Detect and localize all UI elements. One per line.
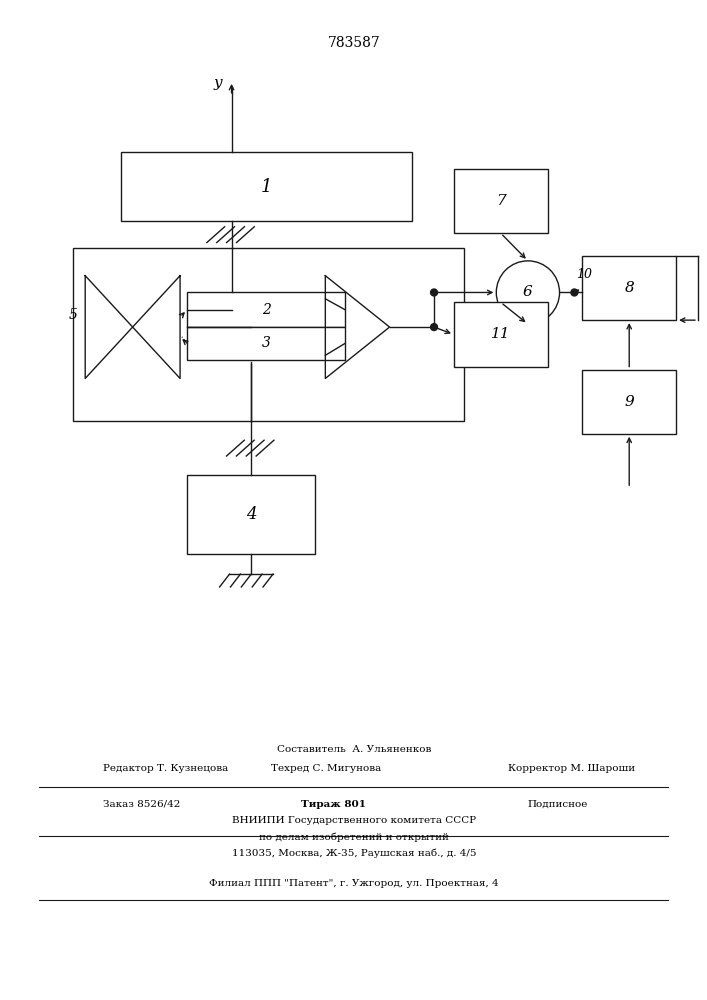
Text: 9: 9 (624, 395, 634, 409)
Bar (454, 302, 548, 367)
Text: 7: 7 (496, 194, 506, 208)
Text: Подписное: Подписное (528, 800, 588, 809)
Text: по делам изобретений и открытий: по делам изобретений и открытий (259, 832, 449, 842)
Text: Редактор Т. Кузнецова: Редактор Т. Кузнецова (103, 764, 228, 773)
Text: 8: 8 (624, 281, 634, 295)
Text: Составитель  А. Ульяненков: Составитель А. Ульяненков (277, 745, 431, 754)
Text: 783587: 783587 (327, 36, 380, 50)
Text: Корректор М. Шароши: Корректор М. Шароши (508, 764, 636, 773)
Circle shape (431, 324, 438, 331)
Text: 6: 6 (523, 285, 533, 299)
Text: 113035, Москва, Ж-35, Раушская наб., д. 4/5: 113035, Москва, Ж-35, Раушская наб., д. … (232, 848, 477, 858)
Text: 10: 10 (576, 268, 592, 281)
Text: 11: 11 (491, 327, 510, 341)
Text: y: y (214, 76, 222, 90)
Text: ВНИИПИ Государственного комитета СССР: ВНИИПИ Государственного комитета СССР (232, 816, 476, 825)
Text: Техред С. Мигунова: Техред С. Мигунова (271, 764, 381, 773)
Text: Тираж 801: Тираж 801 (300, 800, 366, 809)
Bar (74, 248, 464, 421)
Circle shape (571, 289, 578, 296)
Bar (187, 327, 345, 360)
Circle shape (496, 261, 559, 324)
Text: 3: 3 (262, 336, 271, 350)
Text: 5: 5 (69, 308, 77, 322)
Bar (121, 152, 412, 221)
Circle shape (431, 289, 438, 296)
Bar (187, 475, 315, 554)
Bar (583, 370, 676, 434)
Text: Заказ 8526/42: Заказ 8526/42 (103, 800, 180, 809)
Text: 4: 4 (246, 506, 257, 523)
Text: 2: 2 (262, 303, 271, 317)
Text: 1: 1 (261, 178, 272, 196)
Text: Филиал ППП "Патент", г. Ужгород, ул. Проектная, 4: Филиал ППП "Патент", г. Ужгород, ул. Про… (209, 879, 499, 888)
Bar (187, 292, 345, 327)
Bar (583, 256, 676, 320)
Bar (454, 169, 548, 233)
